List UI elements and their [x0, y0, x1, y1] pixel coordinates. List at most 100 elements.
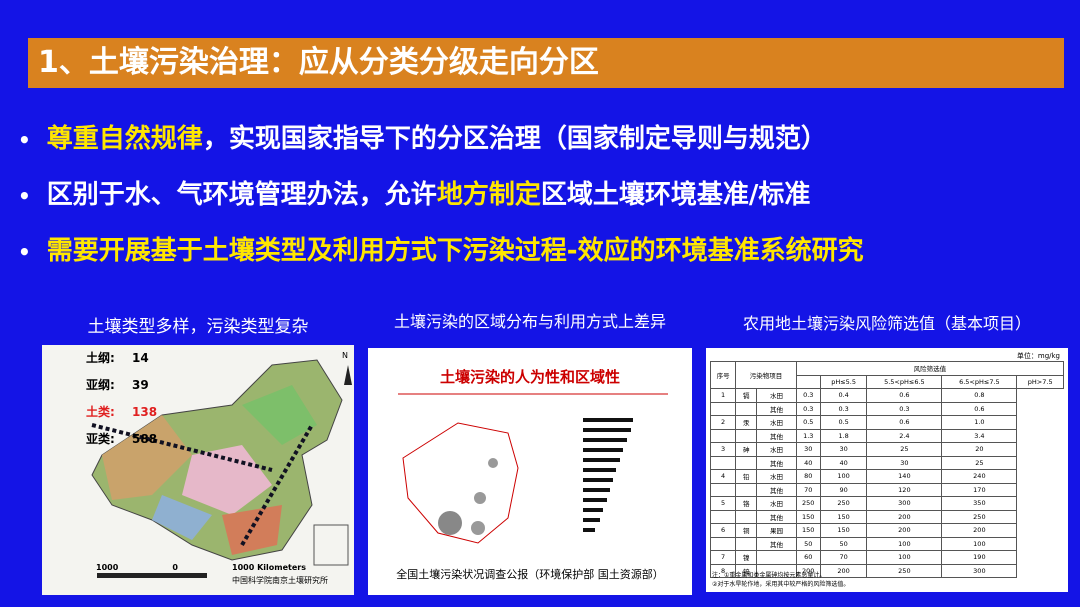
table-cell: 90	[819, 482, 868, 497]
table-cell: 水田	[756, 496, 797, 511]
table-cell: 1.3	[795, 428, 821, 443]
table-cell	[756, 550, 797, 565]
table-cell: 250	[866, 563, 943, 578]
table-cell	[735, 536, 758, 551]
table-cell: 30	[866, 455, 943, 470]
table-cell: 8	[709, 563, 737, 578]
table-cell: 果园	[756, 523, 797, 538]
count-value: 138	[132, 405, 158, 419]
table-cell: 200	[866, 523, 943, 538]
bullet-dot: •	[18, 184, 31, 208]
table-cell: 镉	[735, 388, 758, 403]
table-cell: 250	[941, 509, 1018, 524]
table-cell: 其他	[756, 482, 797, 497]
table-row: 3 砷水田 30 30 25 20	[709, 442, 1064, 457]
table-cell: 5	[709, 496, 737, 511]
table-cell: 240	[941, 469, 1018, 484]
table-cell: 170	[941, 482, 1018, 497]
header-cell: 5.5<pH≤6.5	[866, 374, 943, 389]
table-cell: 0.5	[795, 415, 821, 430]
table-cell: 150	[795, 509, 821, 524]
header-row: 序号 污染物项目 风险筛选值	[709, 361, 1065, 389]
north: N	[342, 351, 348, 360]
scale-label: 1000 Kilometers	[232, 563, 306, 572]
table-cell: 1.8	[819, 428, 868, 443]
table-cell: 2.4	[866, 428, 943, 443]
table-cell: 350	[941, 496, 1018, 511]
table-cell: 其他	[756, 536, 797, 551]
map-panel: 土纲: 14 亚纲: 39 土类: 138 亚类: 588 1000 0 1000 Kilom…	[42, 345, 354, 595]
map-source: 中国科学院南京土壤研究所	[232, 576, 328, 585]
table-cell: 30	[819, 442, 868, 457]
scale: 1000 0 1000 Kilometers	[96, 563, 306, 572]
table-cell: 150	[795, 523, 821, 538]
table-cell: 0.8	[941, 388, 1018, 403]
table-cell: 100	[866, 550, 943, 565]
header-row: pH≤5.5 5.5<pH≤6.5 6.5<pH≤7.5 pH>7.5	[711, 374, 1064, 389]
table-cell: 40	[795, 455, 821, 470]
table-cell: 其他	[756, 509, 797, 524]
count-value: 14	[132, 351, 149, 365]
table-cell: 70	[819, 550, 868, 565]
table-cell: 0.6	[866, 388, 943, 403]
table-cell: 其他	[756, 401, 797, 416]
table-cell	[735, 401, 758, 416]
caption: 土壤污染的区域分布与利用方式上差异	[393, 312, 666, 331]
table-row: 8 锌 200 200 250 300	[709, 563, 1064, 578]
table-panel: 单位：mg/kg 序号 污染物项目 风险筛选值 pH≤5.5 5.5<pH≤6.5 6.5…	[706, 348, 1068, 592]
note: ②对于水旱轮作地，采用其中较严格的风险筛选值。	[712, 581, 850, 588]
map	[91, 359, 352, 578]
table-cell	[709, 401, 737, 416]
table-row: 其他 50 50 100 100	[709, 536, 1064, 551]
table-cell: 80	[795, 469, 821, 484]
table-cell: 3	[709, 442, 737, 457]
table-cell: 4	[709, 469, 737, 484]
table-cell	[735, 428, 758, 443]
bullet-text: 需要开展基于土壤类型及利用方式下污染过程-效应的环境基准系统研究	[46, 236, 864, 266]
header-cell	[795, 374, 821, 389]
header-cell: 序号	[709, 361, 737, 389]
table-cell: 300	[941, 563, 1018, 578]
illustration	[398, 393, 668, 544]
title-bar: 1、土壤污染治理：应从分类分级走向分区	[28, 38, 1064, 88]
soil-count: 土纲: 14	[86, 349, 149, 366]
table-cell: 0.3	[795, 388, 821, 403]
table-row: 5 铬水田 250 250 300 350	[709, 496, 1064, 511]
table-cell: 0.3	[866, 401, 943, 416]
table-cell: 30	[795, 442, 821, 457]
table-cell: 水田	[756, 442, 797, 457]
table-cell: 120	[866, 482, 943, 497]
scale-label: 0	[172, 563, 178, 572]
table-cell: 铬	[735, 496, 758, 511]
bullet: • 尊重自然规律，实现国家指导下的分区治理（国家制定导则与规范）	[18, 118, 827, 155]
table-cell: 50	[819, 536, 868, 551]
table-cell: 锌	[735, 563, 758, 578]
bullet-text: 区域土壤环境基准/标准	[540, 180, 811, 210]
table-cell: 150	[819, 509, 868, 524]
bullet-dot: •	[18, 240, 31, 264]
table-cell: 190	[941, 550, 1018, 565]
unit: 单位：mg/kg	[1016, 352, 1060, 360]
bullet-text: 地方制定	[436, 180, 541, 210]
table-cell: 140	[866, 469, 943, 484]
table-cell: 水田	[756, 469, 797, 484]
count-value: 39	[132, 378, 149, 392]
table-cell: 铜	[735, 523, 758, 538]
panel-source: 全国土壤污染状况调查公报（环境保护部 国土资源部）	[396, 568, 664, 581]
table-cell: 3.4	[941, 428, 1018, 443]
table-row: 6 铜果园 150 150 200 200	[709, 523, 1064, 538]
table-cell: 0.5	[819, 415, 868, 430]
header-cell: 污染物项目	[735, 361, 797, 389]
table-cell: 其他	[756, 428, 797, 443]
table-row: 2 汞水田 0.5 0.5 0.6 1.0	[709, 415, 1064, 430]
table-cell: 0.6	[866, 415, 943, 430]
table-cell	[756, 563, 797, 578]
table-cell: 100	[941, 536, 1018, 551]
table-cell: 水田	[756, 415, 797, 430]
table-cell: 300	[866, 496, 943, 511]
table-cell: 150	[819, 523, 868, 538]
table-cell: 汞	[735, 415, 758, 430]
count-label: 土类:	[86, 405, 115, 419]
table-row: 7 镍 60 70 100 190	[709, 550, 1064, 565]
